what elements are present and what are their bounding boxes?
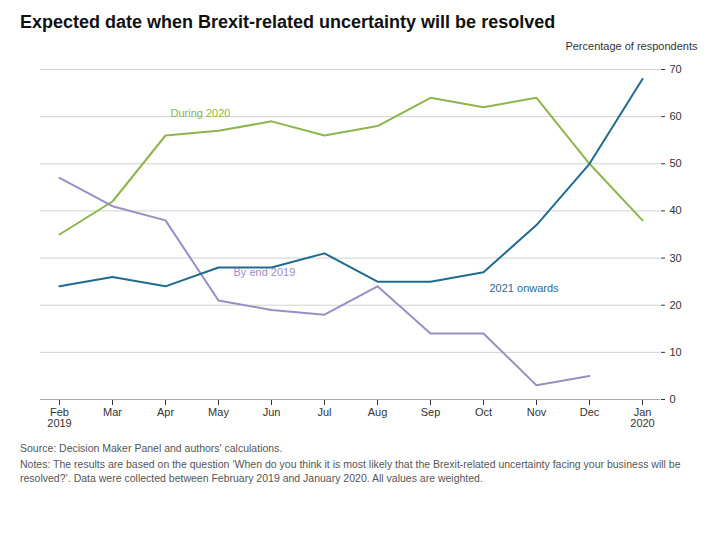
svg-text:60: 60 <box>670 110 682 122</box>
svg-text:Jun: Jun <box>263 406 281 418</box>
svg-text:During 2020: During 2020 <box>171 107 231 119</box>
svg-text:Mar: Mar <box>103 406 122 418</box>
svg-text:Jan2020: Jan2020 <box>630 406 654 429</box>
svg-text:10: 10 <box>670 346 682 358</box>
svg-text:0: 0 <box>670 393 676 405</box>
svg-text:Aug: Aug <box>368 406 388 418</box>
svg-text:Apr: Apr <box>157 406 174 418</box>
svg-text:Feb2019: Feb2019 <box>47 406 71 429</box>
svg-text:30: 30 <box>670 252 682 264</box>
svg-text:Dec: Dec <box>580 406 600 418</box>
svg-text:May: May <box>208 406 229 418</box>
svg-text:2021 onwards: 2021 onwards <box>490 282 560 294</box>
svg-text:70: 70 <box>670 63 682 75</box>
html-text:Source: Decision Maker Panel a: Source: Decision Maker Panel and authors… <box>20 442 283 454</box>
svg-text:Percentage of respondents: Percentage of respondents <box>565 40 698 52</box>
svg-text:Jul: Jul <box>317 406 331 418</box>
svg-text:Nov: Nov <box>527 406 547 418</box>
html-text:Expected date when Brexit-rela: Expected date when Brexit-related uncert… <box>20 12 556 32</box>
svg-text:Oct: Oct <box>475 406 492 418</box>
svg-text:40: 40 <box>670 204 682 216</box>
svg-text:By end 2019: By end 2019 <box>234 266 296 278</box>
svg-text:Sep: Sep <box>421 406 441 418</box>
svg-text:50: 50 <box>670 157 682 169</box>
html-text:Notes: The results are based o: Notes: The results are based on the ques… <box>20 458 681 485</box>
svg-text:20: 20 <box>670 299 682 311</box>
